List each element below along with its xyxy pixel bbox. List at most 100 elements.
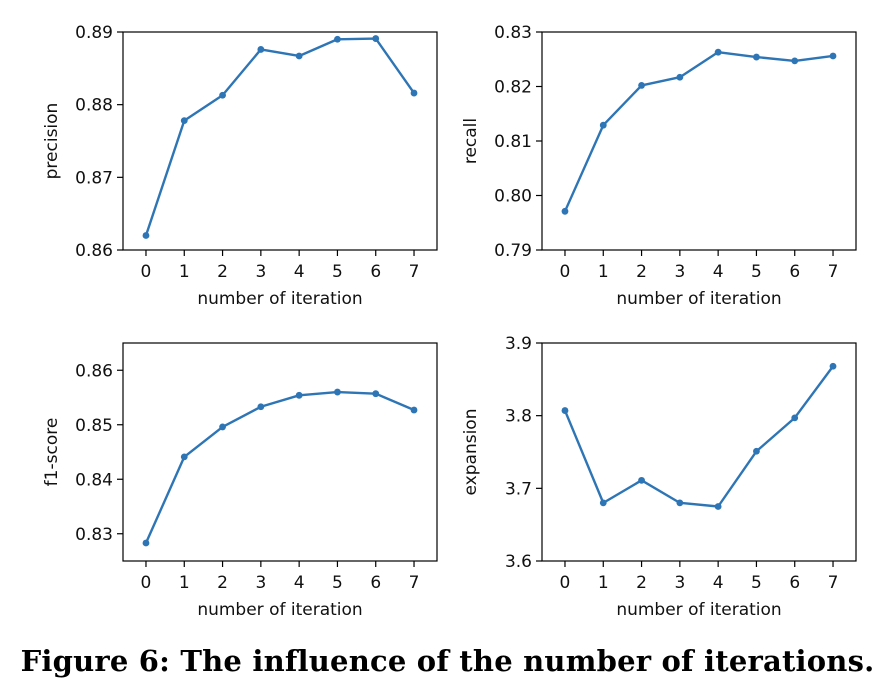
- y-tick-label: 0.80: [494, 187, 532, 207]
- data-point: [257, 46, 265, 53]
- y-tick-label: 0.88: [75, 96, 113, 116]
- x-axis-label: number of iteration: [197, 600, 362, 620]
- data-point: [599, 499, 607, 507]
- x-tick-label: 0: [560, 262, 571, 282]
- y-axis-label: recall: [461, 118, 481, 164]
- data-point: [295, 391, 303, 399]
- data-point: [753, 53, 760, 61]
- data-point: [638, 476, 645, 484]
- data-point: [142, 539, 150, 547]
- x-tick-label: 4: [294, 262, 305, 282]
- x-tick-label: 1: [598, 262, 609, 282]
- y-tick-label: 0.84: [75, 470, 113, 490]
- series-line: [144, 37, 416, 236]
- x-tick-label: 2: [636, 262, 647, 282]
- x-axis-label: number of iteration: [616, 289, 781, 309]
- series-line: [144, 390, 415, 544]
- x-tick-label: 1: [179, 573, 190, 593]
- chart-panel-precision: 0.86 0.87 0.88 0.89 0 1 2 3 4 5 6 7 number of iterat…: [42, 23, 438, 309]
- figure-caption: Figure 6: The influence of the number of…: [20, 644, 875, 678]
- y-tick-label: 3.6: [505, 552, 532, 572]
- x-tick-label: 7: [409, 573, 420, 593]
- data-point: [295, 52, 303, 60]
- x-tick-label: 3: [674, 262, 685, 282]
- x-tick-label: 3: [255, 573, 266, 593]
- y-tick-label: 0.83: [75, 525, 113, 545]
- y-tick-label: 0.82: [494, 78, 532, 98]
- y-axis-label: f1-score: [42, 418, 62, 487]
- data-point: [219, 91, 226, 99]
- x-axis-label: number of iteration: [616, 600, 781, 620]
- y-tick-label: 0.89: [75, 23, 113, 43]
- x-tick-label: 4: [713, 262, 724, 282]
- data-point: [334, 388, 341, 396]
- x-tick-label: 7: [409, 262, 420, 282]
- x-tick-label: 0: [141, 573, 152, 593]
- data-point: [599, 121, 607, 129]
- data-point: [142, 232, 150, 239]
- x-tick-label: 6: [370, 573, 381, 593]
- data-point: [372, 390, 380, 398]
- x-tick-label: 1: [179, 262, 190, 282]
- x-tick-label: 3: [255, 262, 266, 282]
- x-tick-label: 0: [141, 262, 152, 282]
- x-tick-label: 2: [217, 573, 228, 593]
- y-tick-label: 0.83: [494, 23, 532, 43]
- axes-frame: [541, 342, 857, 562]
- figure-charts: 0.86 0.87 0.88 0.89 0 1 2 3 4 5 6 7 number of iterat…: [42, 23, 857, 620]
- data-point: [410, 406, 418, 414]
- data-point: [676, 499, 684, 507]
- x-tick-label: 2: [217, 262, 228, 282]
- x-tick-label: 4: [713, 573, 724, 593]
- y-tick-label: 0.79: [494, 241, 532, 261]
- y-tick-label: 0.86: [75, 361, 113, 381]
- series-line: [563, 365, 834, 508]
- axes-frame: [122, 31, 438, 251]
- data-point: [829, 362, 837, 370]
- data-point: [372, 35, 380, 42]
- series-line: [563, 50, 834, 212]
- data-point: [714, 48, 722, 56]
- y-tick-label: 0.86: [75, 241, 113, 261]
- data-point: [791, 414, 799, 422]
- data-point: [334, 35, 341, 43]
- data-point: [676, 73, 684, 81]
- data-point: [753, 447, 760, 455]
- data-point: [638, 82, 645, 89]
- y-tick-label: 0.87: [75, 168, 113, 188]
- chart-panel-recall: 0.79 0.80 0.81 0.82 0.83 0 1 2 3 4 5 6 7 number of it…: [461, 23, 857, 309]
- y-tick-label: 0.85: [75, 416, 113, 436]
- chart-panel-expansion: 3.6 3.7 3.8 3.9 0 1 2 3 4 5 6 7 number of iteration e…: [461, 334, 857, 620]
- x-tick-label: 2: [636, 573, 647, 593]
- data-point: [219, 423, 226, 431]
- y-axis-label: precision: [42, 103, 62, 180]
- data-point: [410, 89, 418, 97]
- x-tick-label: 5: [332, 262, 343, 282]
- x-tick-label: 5: [751, 573, 762, 593]
- data-point: [714, 503, 722, 510]
- y-tick-label: 3.8: [505, 407, 532, 427]
- x-tick-label: 3: [674, 573, 685, 593]
- x-tick-label: 7: [828, 262, 839, 282]
- y-tick-label: 3.7: [505, 479, 532, 499]
- axes-frame: [122, 342, 438, 562]
- chart-panel-f1-score: 0.83 0.84 0.85 0.86 0 1 2 3 4 5 6 7 number of iterat…: [42, 342, 438, 620]
- data-point: [561, 407, 569, 414]
- x-tick-label: 5: [332, 573, 343, 593]
- data-point: [180, 453, 188, 461]
- x-tick-label: 4: [294, 573, 305, 593]
- x-tick-label: 1: [598, 573, 609, 593]
- y-axis-label: expansion: [461, 409, 481, 496]
- y-tick-label: 3.9: [505, 334, 532, 354]
- x-axis-label: number of iteration: [197, 289, 362, 309]
- data-point: [829, 52, 837, 60]
- data-point: [257, 403, 265, 411]
- x-tick-label: 6: [789, 262, 800, 282]
- x-tick-label: 6: [370, 262, 381, 282]
- data-point: [180, 117, 188, 125]
- x-tick-label: 7: [828, 573, 839, 593]
- data-point: [561, 207, 569, 215]
- y-tick-label: 0.81: [494, 132, 532, 152]
- x-tick-label: 0: [560, 573, 571, 593]
- x-tick-label: 6: [789, 573, 800, 593]
